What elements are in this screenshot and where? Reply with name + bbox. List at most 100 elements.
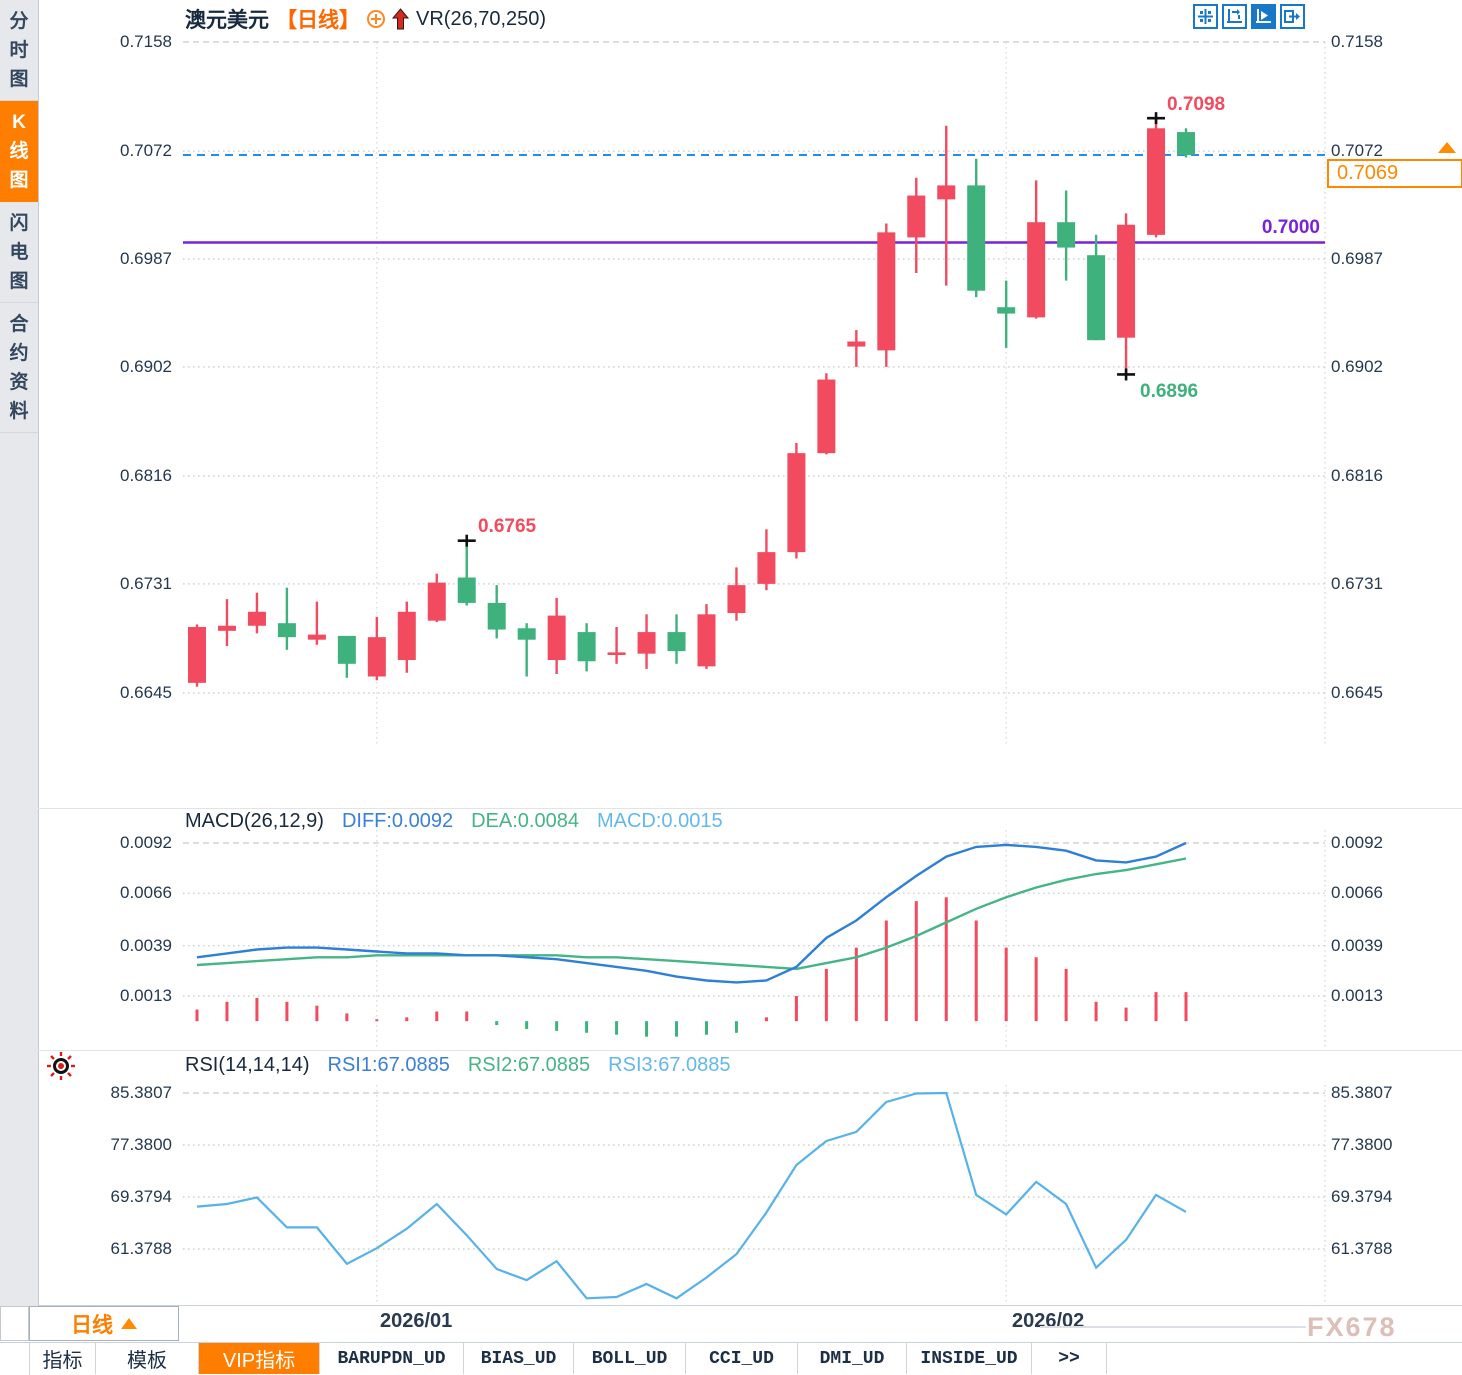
sidebar-item-char: 闪 [9, 213, 29, 234]
sidebar-item-char: 分 [9, 11, 29, 32]
pane-separator [38, 1305, 1462, 1306]
macd-dea-value: DEA:0.0084 [471, 810, 579, 832]
marked-high-label: 0.7098 [1167, 94, 1226, 115]
chart-header: 澳元美元 【日线】 VR(26,70,250) [185, 5, 546, 33]
tab-spacer [0, 1343, 30, 1375]
rsi-axis-label-right: 69.3794 [1331, 1187, 1393, 1206]
sidebar-item-char: 图 [9, 170, 29, 191]
x-axis-label-feb: 2026/02 [1012, 1310, 1085, 1332]
chart-toolbar [1193, 4, 1305, 29]
candlestick-chart[interactable] [183, 0, 1326, 810]
rsi-axis-label-right: 77.3800 [1331, 1135, 1393, 1154]
x-axis-row [0, 1306, 1462, 1342]
rsi3-value: RSI3:67.0885 [608, 1054, 731, 1076]
alert-sun-icon[interactable] [46, 1048, 78, 1084]
macd-axis-label-right: 0.0066 [1331, 883, 1383, 903]
tab->>[interactable]: >> [1032, 1343, 1107, 1374]
price-axis-label-left: 0.6731 [120, 573, 172, 593]
tab-BIAS_UD[interactable]: BIAS_UD [464, 1343, 574, 1374]
fit-axes-icon[interactable] [1222, 4, 1247, 29]
rsi-axis-label-left: 61.3788 [110, 1239, 172, 1258]
pan-exit-icon[interactable] [1280, 4, 1305, 29]
price-axis-label-right: 0.6645 [1331, 683, 1383, 702]
sidebar-item-char: 约 [9, 343, 29, 364]
tab-模板[interactable]: 模板 [96, 1343, 199, 1374]
sidebar-item-char: 图 [9, 271, 29, 292]
macd-diff-value: DIFF:0.0092 [341, 810, 454, 832]
tab-CCI_UD[interactable]: CCI_UD [686, 1343, 798, 1374]
rsi-axis-label-right: 85.3807 [1331, 1083, 1393, 1102]
price-axis-label-right: 0.7072 [1331, 141, 1383, 161]
rsi-axis-label-left: 69.3794 [110, 1187, 172, 1206]
price-axis-label-right: 0.6816 [1331, 466, 1383, 485]
tab-INSIDE_UD[interactable]: INSIDE_UD [907, 1343, 1032, 1374]
sidebar-item-合约资料[interactable]: 合约资料 [0, 303, 38, 433]
tab-VIP指标[interactable]: VIP指标 [199, 1343, 320, 1374]
sidebar-item-char: 时 [9, 40, 29, 61]
macd-axis-label-left: 0.0092 [120, 833, 172, 852]
up-arrow-icon [391, 8, 410, 30]
tab-指标[interactable]: 指标 [30, 1343, 96, 1374]
price-axis-label-left: 0.7072 [120, 141, 172, 161]
move-crosshair-icon[interactable] [1193, 4, 1218, 29]
rsi-axis-label-left: 77.3800 [110, 1135, 172, 1154]
rsi-axis-label-right: 61.3788 [1331, 1239, 1393, 1258]
sidebar-item-char: 合 [9, 314, 29, 335]
corner-cell [0, 1306, 29, 1341]
watermark-line [1040, 1326, 1306, 1328]
rsi-axis-label-left: 85.3807 [110, 1083, 172, 1102]
tab-BARUPDN_UD[interactable]: BARUPDN_UD [320, 1343, 464, 1374]
tab-BOLL_UD[interactable]: BOLL_UD [574, 1343, 686, 1374]
sidebar-item-char: K [12, 112, 26, 133]
x-axis-label-jan: 2026/01 [380, 1310, 453, 1332]
macd-header: MACD(26,12,9) DIFF:0.0092 DEA:0.0084 MAC… [185, 810, 723, 834]
macd-axis-label-left: 0.0066 [120, 883, 172, 903]
marked-low-label: 0.6896 [1140, 381, 1199, 402]
marked-peak-label: 0.6765 [478, 516, 537, 537]
macd-chart[interactable] [183, 810, 1326, 1052]
price-axis-label-left: 0.6645 [120, 683, 172, 702]
period-tag: 【日线】 [276, 9, 360, 32]
auto-play-axis-icon[interactable] [1251, 4, 1276, 29]
indicator-tab-bar: 指标 模板 VIP指标 BARUPDN_UD BIAS_UD BOLL_UD CCI_UD D… [0, 1342, 1462, 1375]
macd-axis-label-left: 0.0013 [120, 986, 172, 1005]
hline-price-label: 0.7000 [1261, 217, 1320, 238]
macd-axis-label-left: 0.0039 [120, 935, 172, 955]
sidebar-item-char: 线 [9, 141, 29, 162]
sidebar-item-char: 电 [9, 242, 29, 263]
macd-hist-value: MACD:0.0015 [596, 810, 723, 832]
price-axis-label-right: 0.6987 [1331, 249, 1383, 268]
macd-axis-label-right: 0.0013 [1331, 986, 1383, 1005]
sidebar-item-char: 资 [9, 372, 29, 393]
price-axis-label-left: 0.6816 [120, 466, 172, 485]
price-axis-label-left: 0.6987 [120, 249, 172, 268]
sidebar-item-char: 料 [9, 401, 29, 422]
rsi1-value: RSI1:67.0885 [327, 1054, 450, 1076]
price-axis-label-right: 0.6902 [1331, 356, 1383, 376]
price-up-triangle-icon [1438, 142, 1456, 153]
rsi-title: RSI(14,14,14) [185, 1054, 310, 1076]
add-indicator-icon[interactable] [367, 10, 385, 28]
tab-DMI_UD[interactable]: DMI_UD [798, 1343, 907, 1374]
symbol-title: 澳元美元 [185, 9, 269, 32]
watermark: FX678 [1307, 1312, 1397, 1342]
rsi-header: RSI(14,14,14) RSI1:67.0885 RSI2:67.0885 … [185, 1054, 731, 1078]
triangle-up-icon [121, 1318, 137, 1329]
period-selector[interactable]: 日线 [29, 1306, 179, 1341]
rsi2-value: RSI2:67.0885 [467, 1054, 591, 1076]
sidebar-item-分时图[interactable]: 分时图 [0, 0, 38, 101]
sidebar-item-闪电图[interactable]: 闪电图 [0, 202, 38, 303]
period-selector-label: 日线 [71, 1313, 113, 1337]
pane-separator [38, 1050, 1462, 1051]
price-axis-label-left: 0.6902 [120, 356, 172, 376]
price-axis-label-right: 0.7158 [1331, 32, 1383, 51]
sidebar-item-char: 图 [9, 69, 29, 90]
macd-axis-label-right: 0.0039 [1331, 935, 1383, 955]
price-axis-label-right: 0.6731 [1331, 573, 1383, 593]
current-price-tag: 0.7069 [1327, 159, 1462, 188]
rsi-chart[interactable] [183, 1052, 1326, 1306]
pane-separator [38, 808, 1462, 809]
macd-axis-label-right: 0.0092 [1331, 833, 1383, 852]
